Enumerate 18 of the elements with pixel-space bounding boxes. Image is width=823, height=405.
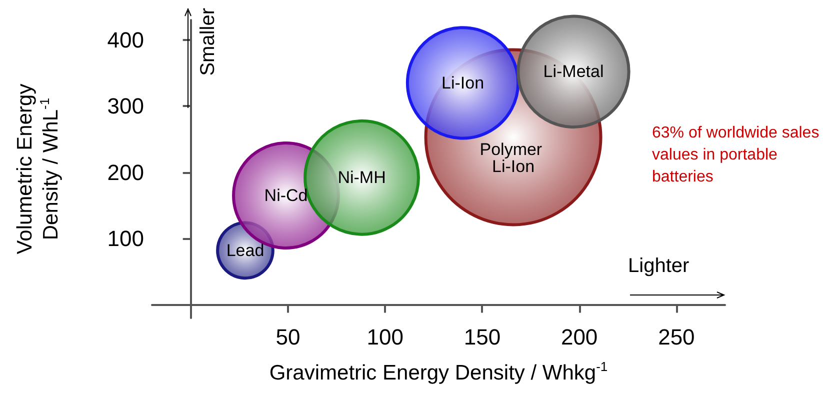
series-label: Li-Metal — [543, 62, 604, 82]
series-label: Polymer Li-Ion — [480, 140, 547, 176]
annotation: Lighter — [628, 255, 690, 277]
series-label: Li-Ion — [442, 73, 484, 92]
x-tick-label: 200 — [560, 324, 598, 350]
series-label: Lead — [226, 240, 264, 260]
y-tick-label: 400 — [107, 27, 144, 52]
y-tick-label: 200 — [107, 160, 144, 185]
y-tick-label: 100 — [107, 226, 144, 252]
series-label: Ni-MH — [338, 168, 386, 188]
x-tick-label: 50 — [276, 324, 300, 350]
annotation: Smaller — [197, 8, 219, 76]
y-tick-label: 300 — [107, 94, 144, 119]
annotation: 63% of worldwide sales values in portable batteries — [652, 124, 823, 186]
x-tick-label: 100 — [366, 324, 404, 350]
x-tick-label: 150 — [464, 324, 501, 350]
x-tick-label: 250 — [658, 324, 695, 350]
series-label: Ni-Cd — [264, 186, 308, 205]
